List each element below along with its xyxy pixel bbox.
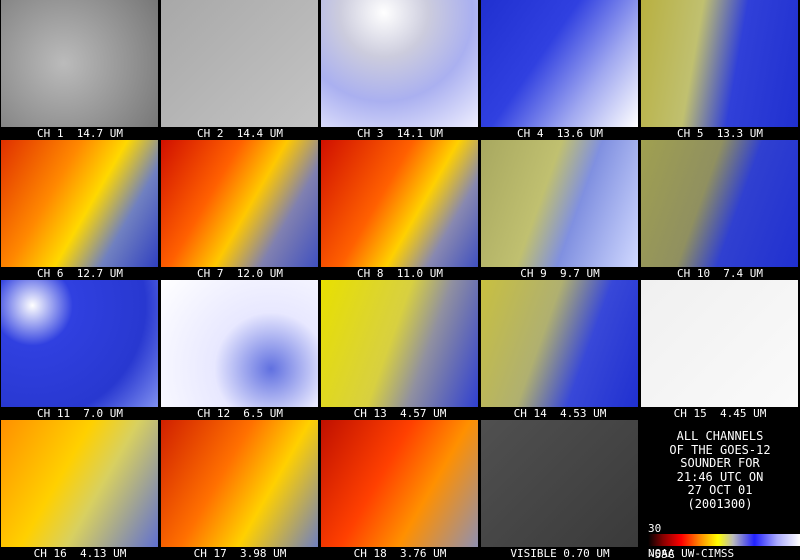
channel-panel: VISIBLE 0.70 UM [480,420,640,560]
satellite-image [1,140,158,267]
channel-label: CH 11 7.0 UM [36,407,124,420]
scale-label: 30 [648,522,662,535]
channel-label: VISIBLE 0.70 UM [510,547,610,560]
channel-panel: CH 3 14.1 UM [320,0,480,140]
info-panel: ALL CHANNELS OF THE GOES-12 SOUNDER FOR 21:… [640,420,800,560]
channel-panel: CH 2 14.4 UM [160,0,320,140]
channel-panel: CH 7 12.0 UM [160,140,320,280]
channel-panel: CH 4 13.6 UM [480,0,640,140]
satellite-image [321,140,478,267]
channel-panel: CH 1 14.7 UM [0,0,160,140]
satellite-image [641,0,798,127]
satellite-image [1,420,158,547]
channel-label: CH 2 14.4 UM [196,127,284,140]
channel-label: CH 18 3.76 UM [353,547,447,560]
info-line: (2001300) [687,496,753,511]
channel-label: CH 13 4.57 UM [353,407,447,420]
info-line: 21:46 UTC ON [676,469,764,484]
channel-panel: CH 17 3.98 UM [160,420,320,560]
channel-label: CH 5 13.3 UM [676,127,764,140]
channel-label: CH 16 4.13 UM [33,547,127,560]
satellite-image [161,0,318,127]
satellite-image [161,280,318,407]
credit: NOAA UW-CIMSS [648,547,735,560]
channel-label: CH 12 6.5 UM [196,407,284,420]
satellite-image [481,0,638,127]
info-line: SOUNDER FOR [680,456,760,470]
channel-label: CH 1 14.7 UM [36,127,124,140]
channel-label: CH 3 14.1 UM [356,127,444,140]
channel-label: CH 14 4.53 UM [513,407,607,420]
channel-panel: CH 9 9.7 UM [480,140,640,280]
satellite-image [321,280,478,407]
info-line: OF THE GOES-12 [669,442,771,457]
color-scale [648,534,800,546]
channel-panel: CH 16 4.13 UM [0,420,160,560]
channel-panel: CH 8 11.0 UM [320,140,480,280]
channel-panel: CH 6 12.7 UM [0,140,160,280]
channel-label: CH 8 11.0 UM [356,267,444,280]
channel-label: CH 17 3.98 UM [193,547,287,560]
satellite-image [1,280,158,407]
channel-label: CH 9 9.7 UM [520,267,600,280]
satellite-image [161,140,318,267]
channel-panel: CH 12 6.5 UM [160,280,320,420]
channel-panel: CH 10 7.4 UM [640,140,800,280]
scale-label: -55C [648,548,675,560]
channel-label: CH 4 13.6 UM [516,127,604,140]
channel-label: CH 6 12.7 UM [36,267,124,280]
channel-panel: CH 13 4.57 UM [320,280,480,420]
satellite-image [481,280,638,407]
channel-panel: CH 15 4.45 UM [640,280,800,420]
satellite-image [161,420,318,547]
channel-label: CH 10 7.4 UM [676,267,764,280]
satellite-image [641,280,798,407]
satellite-image [641,140,798,267]
satellite-image [481,140,638,267]
channel-panel: CH 18 3.76 UM [320,420,480,560]
channel-label: CH 7 12.0 UM [196,267,284,280]
info-line: ALL CHANNELS [676,429,764,443]
channel-panel: CH 5 13.3 UM [640,0,800,140]
channel-panel: CH 11 7.0 UM [0,280,160,420]
satellite-image [481,420,638,547]
channel-label: CH 15 4.45 UM [673,407,767,420]
info-line: 27 OCT 01 [687,483,753,497]
satellite-image [1,0,158,127]
satellite-image [321,420,478,547]
channel-panel: CH 14 4.53 UM [480,280,640,420]
satellite-image [321,0,478,127]
